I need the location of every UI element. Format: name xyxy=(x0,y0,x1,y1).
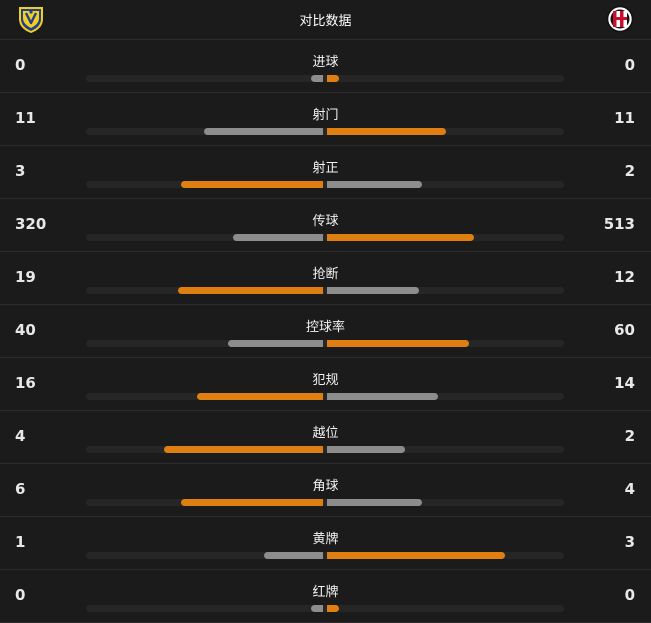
stat-bar-track xyxy=(86,128,564,135)
stat-label: 角球 xyxy=(312,479,339,494)
stat-row: 19 抢断 12 xyxy=(0,252,651,305)
home-stat-value: 320 xyxy=(15,215,47,233)
home-stat-value: 3 xyxy=(15,162,26,180)
away-stat-value: 2 xyxy=(624,427,635,445)
stat-bar-track xyxy=(86,393,564,400)
away-stat-bar xyxy=(327,75,339,82)
away-stat-value: 2 xyxy=(624,162,635,180)
stat-row: 1 黄牌 3 xyxy=(0,517,651,570)
home-stat-value: 4 xyxy=(15,427,26,445)
home-stat-bar xyxy=(197,393,323,400)
away-stat-bar xyxy=(327,128,446,135)
stat-bar-track xyxy=(86,181,564,188)
away-stat-value: 3 xyxy=(624,533,635,551)
home-stat-value: 11 xyxy=(15,109,36,127)
home-stat-value: 16 xyxy=(15,374,36,392)
home-stat-bar xyxy=(233,234,323,241)
away-stat-bar xyxy=(327,446,405,453)
away-stat-bar xyxy=(327,340,469,347)
home-stat-bar xyxy=(311,75,323,82)
stat-row: 11 射门 11 xyxy=(0,93,651,146)
home-stat-bar xyxy=(178,287,323,294)
home-stat-value: 1 xyxy=(15,533,26,551)
home-stat-bar xyxy=(204,128,323,135)
home-stat-bar xyxy=(181,499,323,506)
stat-label: 控球率 xyxy=(305,320,345,335)
stat-label: 越位 xyxy=(312,426,339,441)
stat-bar-track xyxy=(86,552,564,559)
away-stat-value: 14 xyxy=(614,374,635,392)
stat-row: 0 红牌 0 xyxy=(0,570,651,623)
home-stat-bar xyxy=(311,605,323,612)
stat-bar-track xyxy=(86,340,564,347)
stat-row: 16 犯规 14 xyxy=(0,358,651,411)
stat-row: 0 进球 0 xyxy=(0,40,651,93)
home-stat-value: 6 xyxy=(15,480,26,498)
page-title: 对比数据 xyxy=(299,14,352,29)
stat-bar-track xyxy=(86,499,564,506)
stat-row: 320 传球 513 xyxy=(0,199,651,252)
stat-row: 6 角球 4 xyxy=(0,464,651,517)
home-stat-bar xyxy=(164,446,323,453)
ac-milan-crest-icon xyxy=(606,5,634,33)
home-stat-value: 0 xyxy=(15,56,26,74)
stats-header: 对比数据 xyxy=(0,0,651,40)
stat-label: 射门 xyxy=(312,108,339,123)
home-stat-value: 40 xyxy=(15,321,36,339)
away-stat-bar xyxy=(327,393,438,400)
away-stat-value: 0 xyxy=(624,586,635,604)
stat-row: 3 射正 2 xyxy=(0,146,651,199)
away-stat-value: 513 xyxy=(603,215,635,233)
away-stat-bar xyxy=(327,287,419,294)
away-stat-value: 11 xyxy=(614,109,635,127)
stat-bar-track xyxy=(86,605,564,612)
home-stat-value: 0 xyxy=(15,586,26,604)
stat-label: 抢断 xyxy=(312,267,339,282)
stat-row: 4 越位 2 xyxy=(0,411,651,464)
stats-list: 0 进球 0 11 射门 11 3 射正 2 320 传球 513 19 抢断 12 40 控球率 60 16 犯规 1… xyxy=(0,40,651,623)
stat-label: 红牌 xyxy=(312,585,339,600)
stat-label: 犯规 xyxy=(312,373,339,388)
stat-bar-track xyxy=(86,446,564,453)
stat-bar-track xyxy=(86,75,564,82)
away-stat-value: 60 xyxy=(614,321,635,339)
home-stat-bar xyxy=(264,552,323,559)
away-stat-bar xyxy=(327,499,422,506)
away-stat-value: 12 xyxy=(614,268,635,286)
stat-bar-track xyxy=(86,287,564,294)
home-stat-value: 19 xyxy=(15,268,36,286)
away-stat-value: 0 xyxy=(624,56,635,74)
stat-label: 射正 xyxy=(312,161,339,176)
home-stat-bar xyxy=(228,340,323,347)
away-stat-value: 4 xyxy=(624,480,635,498)
stat-label: 传球 xyxy=(312,214,339,229)
away-stat-bar xyxy=(327,605,339,612)
away-stat-bar xyxy=(327,234,474,241)
away-stat-bar xyxy=(327,181,422,188)
stat-label: 进球 xyxy=(312,55,339,70)
home-stat-bar xyxy=(181,181,323,188)
stat-bar-track xyxy=(86,234,564,241)
away-stat-bar xyxy=(327,552,505,559)
stat-row: 40 控球率 60 xyxy=(0,305,651,358)
chievo-verona-crest-icon xyxy=(19,7,43,33)
stat-label: 黄牌 xyxy=(312,532,339,547)
